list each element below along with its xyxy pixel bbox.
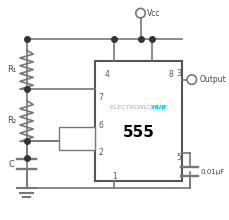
Text: 8: 8 bbox=[168, 70, 173, 79]
Bar bbox=[59, 127, 95, 150]
Text: Vcc: Vcc bbox=[147, 9, 161, 18]
Text: 5: 5 bbox=[177, 153, 182, 162]
Text: 7: 7 bbox=[99, 93, 104, 102]
Text: R₂: R₂ bbox=[7, 116, 16, 125]
Text: 1: 1 bbox=[112, 172, 117, 181]
Text: 2: 2 bbox=[99, 148, 104, 157]
Text: 3: 3 bbox=[177, 70, 182, 78]
Text: 4: 4 bbox=[104, 70, 109, 79]
Text: Output: Output bbox=[199, 75, 226, 84]
Text: 0.01μF: 0.01μF bbox=[200, 169, 225, 175]
Bar bbox=[95, 61, 182, 181]
Text: C: C bbox=[8, 160, 14, 169]
Text: 6: 6 bbox=[99, 121, 104, 130]
Text: ELECTRONICS: ELECTRONICS bbox=[110, 105, 156, 110]
Text: HUB: HUB bbox=[152, 105, 167, 110]
Circle shape bbox=[187, 75, 196, 84]
Circle shape bbox=[136, 8, 145, 18]
Text: R₁: R₁ bbox=[7, 65, 16, 74]
Text: 555: 555 bbox=[123, 125, 155, 140]
